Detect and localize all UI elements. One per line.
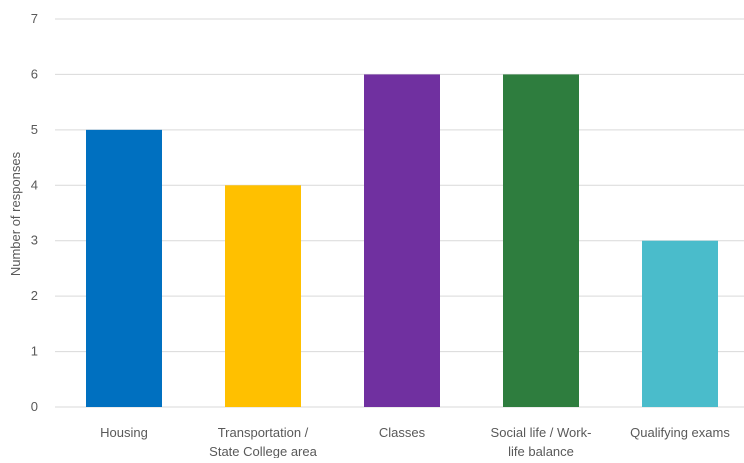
x-category-label: Qualifying exams <box>630 425 730 440</box>
y-tick-label: 5 <box>31 122 38 137</box>
y-tick-label: 7 <box>31 11 38 26</box>
x-category-label: Classes <box>379 425 426 440</box>
x-category-label: life balance <box>508 444 574 458</box>
y-tick-label: 1 <box>31 344 38 359</box>
y-axis-title: Number of responses <box>8 151 23 276</box>
bar <box>503 74 579 407</box>
x-axis-labels: Housing Transportation / State College are… <box>100 425 730 459</box>
y-axis-ticks: 0 1 2 3 4 5 6 7 <box>31 11 38 414</box>
x-category-label: Social life / Work- <box>491 425 592 440</box>
bar <box>642 240 718 407</box>
y-tick-label: 4 <box>31 177 38 192</box>
y-tick-label: 0 <box>31 399 38 414</box>
bar <box>86 129 162 407</box>
x-category-label: Transportation / <box>218 425 309 440</box>
x-category-label: Housing <box>100 425 148 440</box>
bar <box>364 74 440 407</box>
bar <box>225 185 301 407</box>
y-tick-label: 3 <box>31 233 38 248</box>
y-tick-label: 2 <box>31 288 38 303</box>
x-category-label: State College area <box>209 444 317 458</box>
y-tick-label: 6 <box>31 66 38 81</box>
bars <box>86 74 718 407</box>
